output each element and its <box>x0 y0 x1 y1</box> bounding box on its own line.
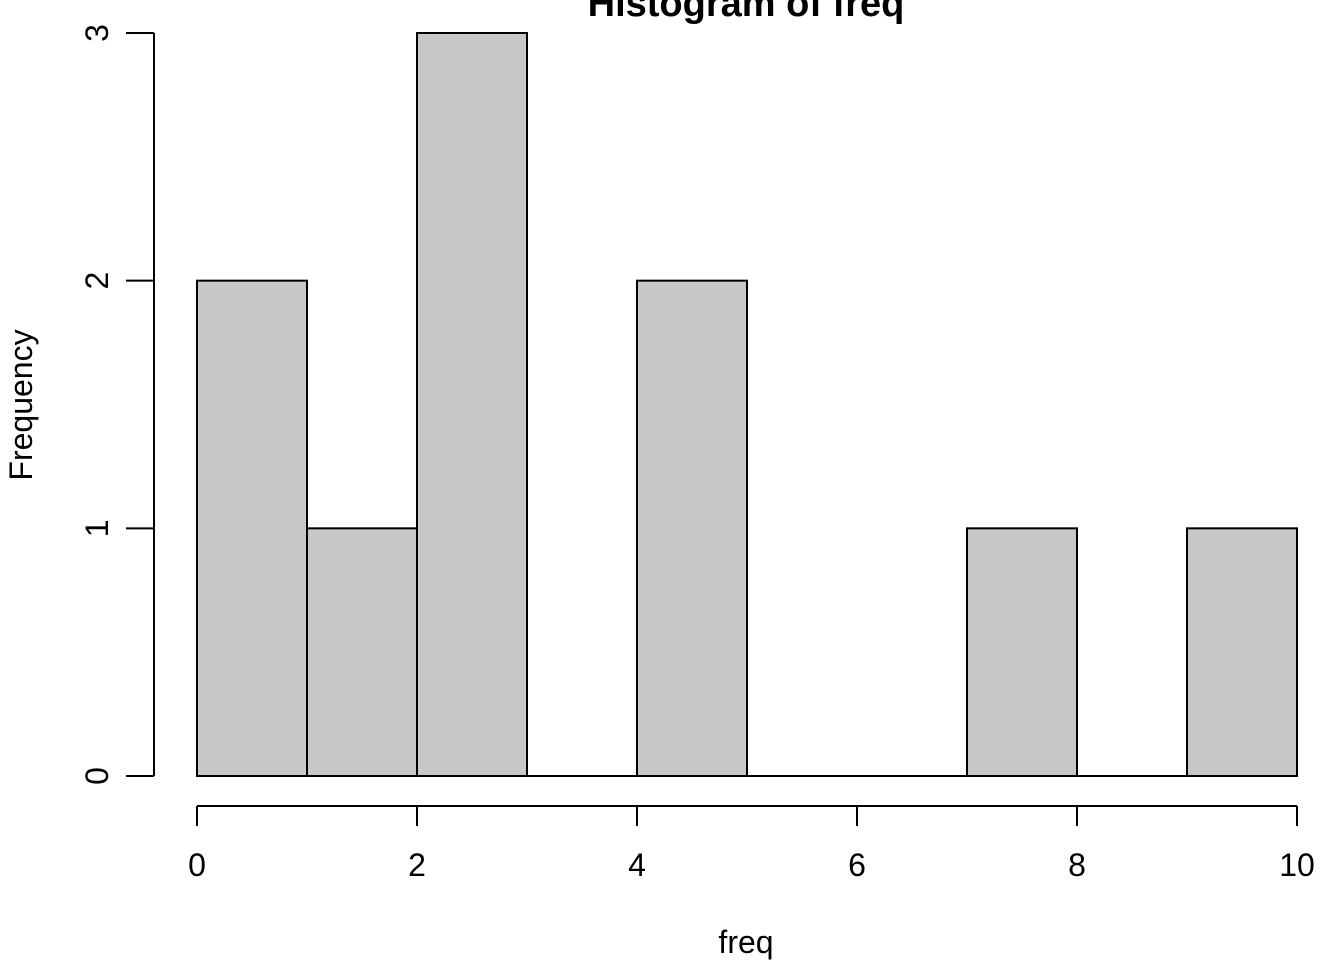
histogram-bar <box>1186 527 1298 777</box>
x-tick-label: 6 <box>848 847 866 883</box>
x-axis-label: freq <box>718 924 773 960</box>
y-tick-label: 3 <box>79 24 115 42</box>
y-tick-label: 1 <box>79 519 115 537</box>
y-tick-label: 0 <box>79 767 115 785</box>
y-axis-label: Frequency <box>3 329 39 480</box>
x-tick-label: 2 <box>408 847 426 883</box>
x-axis: 0 2 4 6 8 10 freq <box>188 805 1315 960</box>
x-tick-label: 0 <box>188 847 206 883</box>
histogram-bar <box>196 279 308 777</box>
histogram-bar <box>306 527 418 777</box>
chart-title: Histogram of freq <box>588 0 905 25</box>
x-tick-label: 8 <box>1068 847 1086 883</box>
y-ticks-group: 0 1 2 3 <box>79 24 154 785</box>
histogram-bar <box>966 527 1078 777</box>
histogram-bar <box>636 279 748 777</box>
y-axis: 0 1 2 3 Frequency <box>3 24 155 785</box>
histogram-bar <box>416 32 528 777</box>
y-tick-label: 2 <box>79 272 115 290</box>
x-tick-label: 10 <box>1279 847 1315 883</box>
x-tick-label: 4 <box>628 847 646 883</box>
bars-group <box>196 32 1298 777</box>
x-ticks-group: 0 2 4 6 8 10 <box>188 806 1315 883</box>
